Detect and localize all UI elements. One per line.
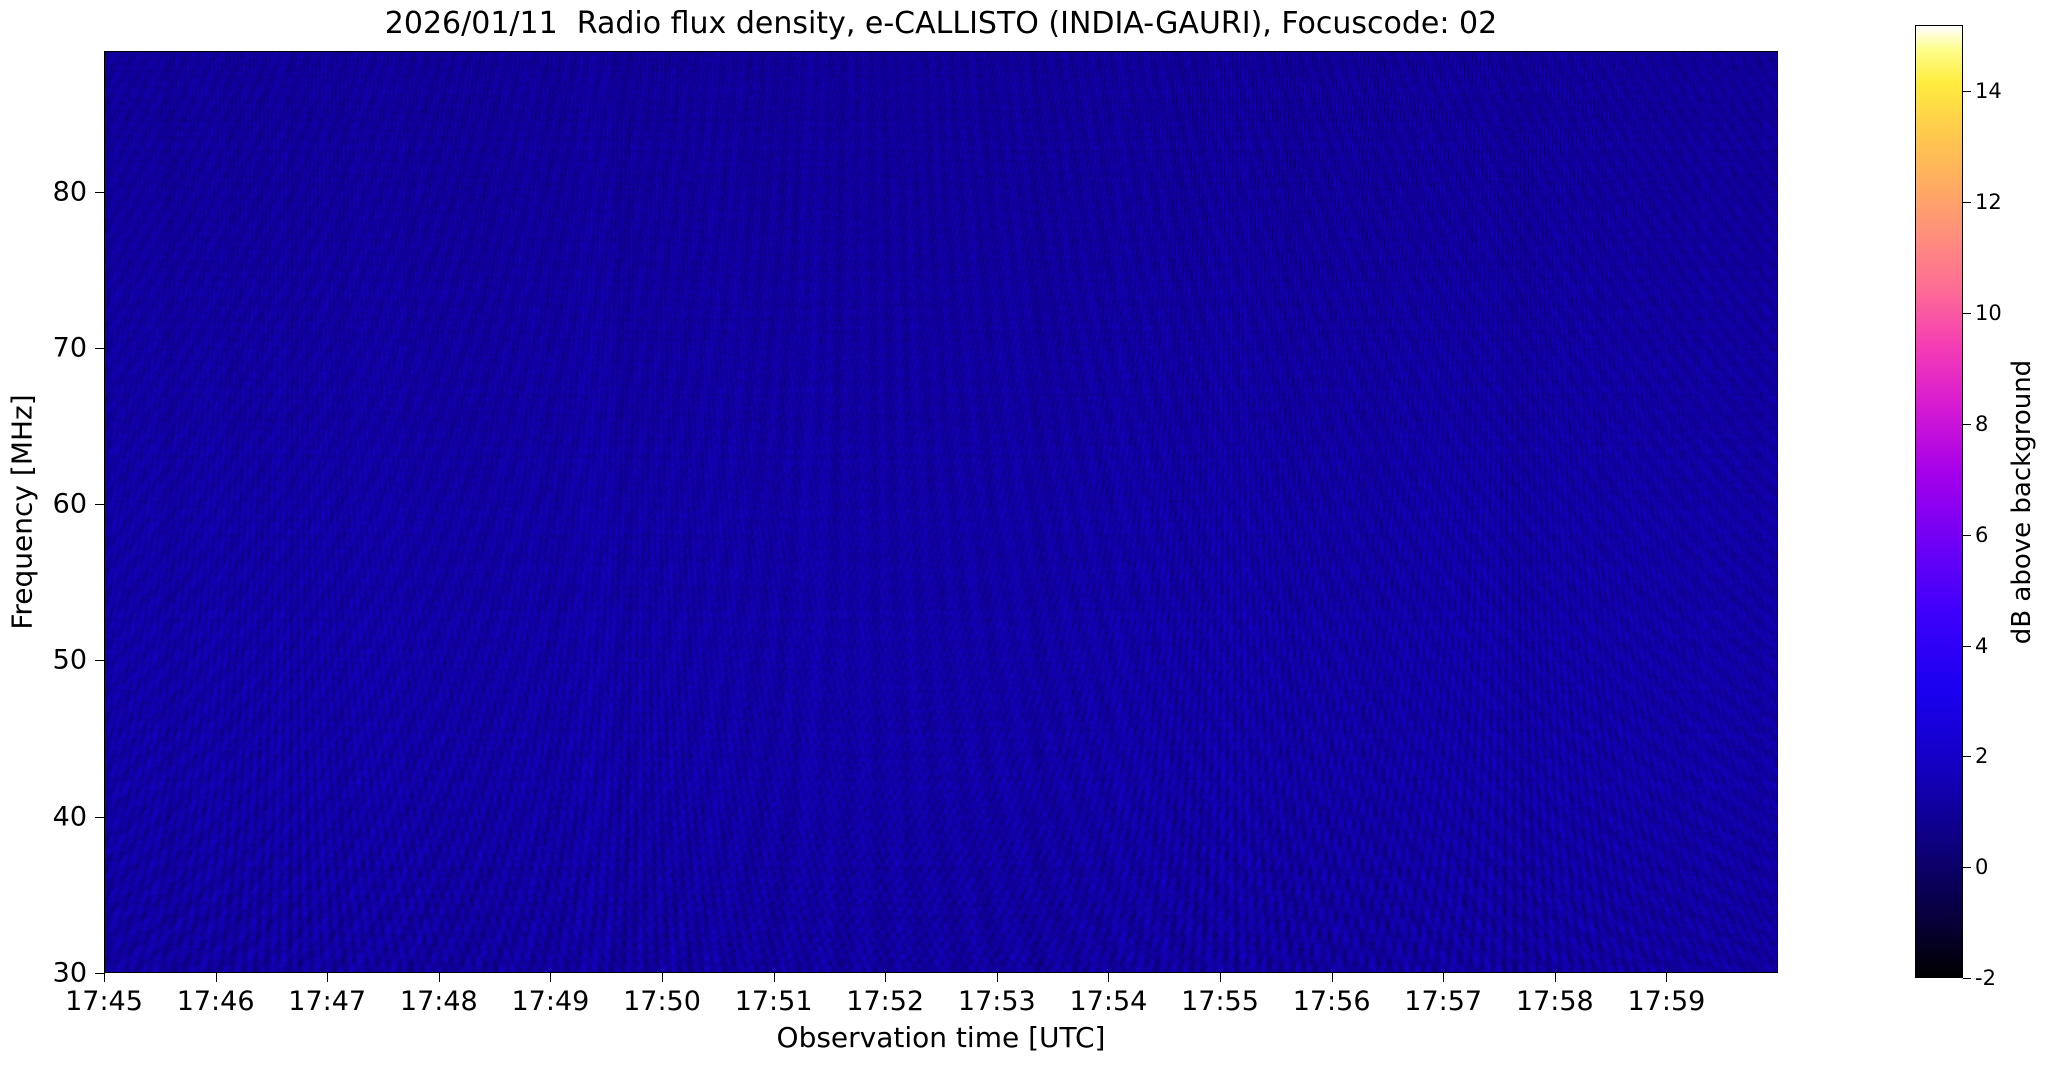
x-tick-mark [662, 973, 663, 982]
x-tick-mark [327, 973, 329, 982]
x-tick-mark [438, 973, 440, 982]
x-tick-mark [1443, 973, 1445, 982]
x-tick-label: 17:56 [1292, 986, 1371, 1017]
colorbar-tick-label: 4 [1975, 633, 1989, 658]
x-tick-label: 17:55 [1181, 986, 1259, 1017]
x-tick-label: 17:47 [288, 986, 367, 1017]
colorbar-tick-mark [1963, 645, 1971, 647]
colorbar-gradient [1916, 26, 1962, 977]
colorbar-tick-mark [1963, 423, 1971, 425]
x-axis-label: Observation time [UTC] [776, 1021, 1106, 1054]
x-tick-label: 17:58 [1515, 986, 1594, 1017]
x-tick-label: 17:45 [65, 986, 143, 1017]
colorbar [1915, 25, 1963, 978]
x-tick-mark [550, 973, 552, 982]
y-tick-mark [95, 504, 104, 506]
colorbar-tick-mark [1963, 534, 1971, 536]
colorbar-label: dB above background [2007, 359, 2037, 644]
x-tick-label: 17:46 [176, 986, 255, 1017]
colorbar-tick-label: -2 [1975, 966, 1996, 990]
colorbar-tick-mark [1963, 202, 1971, 204]
x-tick-label: 17:49 [511, 986, 590, 1017]
y-tick-label: 50 [52, 644, 87, 676]
colorbar-tick-label: 10 [1975, 301, 2002, 326]
x-tick-label: 17:51 [734, 986, 813, 1017]
y-tick-mark [95, 816, 104, 818]
colorbar-tick-mark [1963, 91, 1971, 93]
x-tick-mark [1666, 973, 1668, 982]
x-tick-mark [996, 973, 998, 982]
spectrogram-image [105, 52, 1777, 972]
colorbar-tick-label: 2 [1975, 744, 1989, 769]
y-tick-label: 40 [52, 801, 87, 833]
colorbar-tick-mark [1963, 313, 1971, 315]
colorbar-tick-label: 12 [1975, 190, 2002, 215]
y-tick-label: 80 [52, 176, 87, 208]
colorbar-tick-mark [1963, 867, 1971, 869]
y-tick-label: 30 [52, 957, 87, 989]
x-tick-label: 17:52 [846, 986, 925, 1017]
y-tick-label: 70 [52, 332, 87, 364]
colorbar-tick-mark [1963, 978, 1971, 979]
x-tick-mark [1554, 973, 1556, 982]
x-tick-label: 17:57 [1404, 986, 1483, 1017]
x-tick-mark [1108, 973, 1110, 982]
x-tick-label: 17:48 [399, 986, 478, 1017]
plot-title: 2026/01/11 Radio flux density, e-CALLIST… [384, 6, 1498, 41]
x-tick-mark [1331, 973, 1333, 982]
x-tick-mark [773, 973, 775, 982]
y-tick-mark [95, 347, 104, 349]
y-tick-mark [95, 973, 104, 974]
colorbar-tick-label: 6 [1975, 522, 1989, 547]
y-axis-label: Frequency [MHz] [5, 394, 39, 630]
y-tick-label: 60 [52, 488, 87, 520]
x-tick-label: 17:59 [1627, 986, 1706, 1017]
spectrogram-axes [104, 51, 1778, 973]
x-tick-mark [104, 973, 105, 982]
y-tick-mark [95, 660, 104, 662]
x-tick-mark [885, 973, 887, 982]
x-tick-label: 17:53 [957, 986, 1036, 1017]
x-tick-mark [215, 973, 217, 982]
x-tick-mark [1220, 973, 1221, 982]
colorbar-tick-label: 8 [1975, 411, 1989, 436]
colorbar-tick-mark [1963, 756, 1971, 758]
x-tick-label: 17:50 [623, 986, 701, 1017]
x-tick-label: 17:54 [1069, 986, 1148, 1017]
y-tick-mark [95, 191, 104, 193]
colorbar-tick-label: 0 [1975, 855, 1989, 880]
colorbar-tick-label: 14 [1975, 79, 2002, 104]
